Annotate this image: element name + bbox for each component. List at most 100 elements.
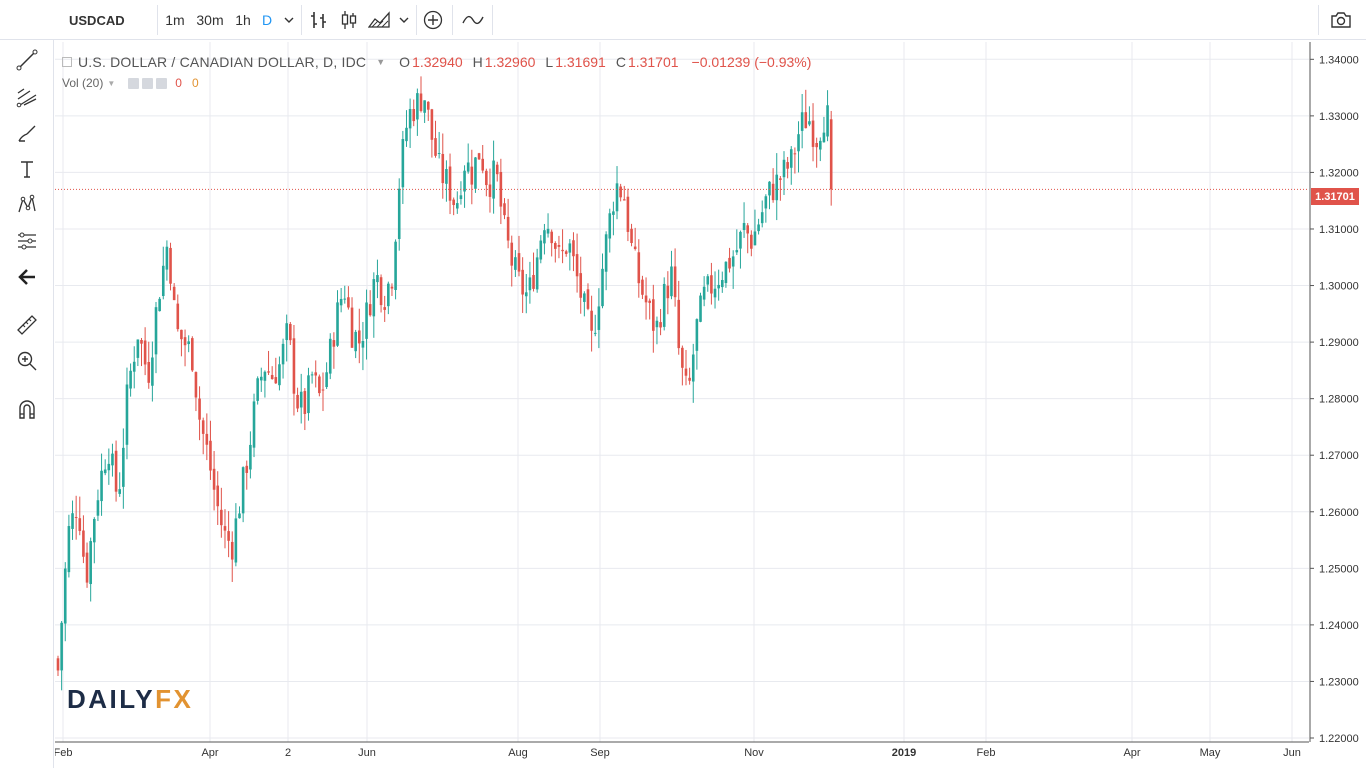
chart-type-dropdown-icon[interactable]: [395, 0, 413, 40]
volume-close-icon[interactable]: [156, 77, 168, 89]
back-arrow-icon[interactable]: [10, 262, 44, 292]
candle-body: [234, 518, 238, 563]
chart-pane[interactable]: 1.34000 1.33000 1.32000 1.31000 1.30000 1.290…: [55, 42, 1366, 768]
y-tick-label: 1.26000: [1319, 507, 1359, 519]
candle-body: [165, 246, 169, 270]
candle-body: [746, 225, 749, 234]
candle-body: [822, 132, 826, 143]
candle-body: [699, 295, 702, 322]
candle-body: [666, 285, 670, 299]
candle-body: [252, 401, 256, 448]
candle-body: [263, 371, 267, 381]
candle-body: [564, 251, 568, 254]
pattern-icon[interactable]: [10, 190, 44, 220]
ruler-icon[interactable]: [10, 310, 44, 340]
candle-body: [445, 169, 448, 184]
candle-body: [259, 376, 263, 381]
candle-body: [757, 224, 760, 232]
candle-body: [143, 340, 147, 365]
candle-body: [702, 286, 706, 300]
candles-icon[interactable]: [336, 0, 362, 40]
drawing-toolbar: [0, 0, 54, 768]
candle-body: [811, 120, 815, 147]
candle-body: [441, 153, 445, 184]
candle-body: [140, 339, 143, 344]
candle-body: [568, 243, 572, 253]
candle-body: [728, 257, 731, 269]
candle-body: [608, 213, 612, 239]
candle-body: [448, 166, 452, 201]
collapse-legend-icon[interactable]: [62, 57, 72, 67]
candle-body: [376, 275, 379, 283]
volume-legend: Vol (20) ▼ 0 0: [62, 76, 199, 90]
candle-body: [191, 338, 194, 371]
y-tick-label: 1.23000: [1319, 676, 1359, 688]
close-label: C: [615, 54, 626, 70]
candle-body: [310, 374, 314, 376]
candle-body: [463, 170, 466, 192]
candle-body: [459, 195, 463, 200]
text-icon[interactable]: [10, 154, 44, 184]
prediction-icon[interactable]: [10, 226, 44, 256]
x-tick-label: Aug: [508, 747, 528, 759]
y-tick-label: 1.31000: [1319, 224, 1359, 236]
candle-body: [633, 246, 637, 250]
candle-body: [735, 250, 739, 253]
candle-body: [238, 513, 241, 519]
candle-body: [212, 468, 216, 490]
candle-body: [804, 112, 808, 129]
candle-body: [517, 253, 521, 272]
change-value: −0.01239 (−0.93%): [691, 54, 812, 70]
zoom-icon[interactable]: [10, 346, 44, 376]
candle-body: [764, 196, 768, 209]
volume-eye-icon[interactable]: [128, 77, 140, 89]
candle-body: [619, 186, 622, 198]
area-chart-icon[interactable]: [365, 0, 393, 40]
symbol-search[interactable]: USDCAD: [69, 12, 125, 28]
candle-body: [583, 293, 586, 302]
dailyfx-logo: DAILYFX: [67, 684, 194, 714]
interval-1h[interactable]: 1h: [235, 12, 251, 28]
candle-body: [292, 338, 296, 394]
compare-icon[interactable]: [458, 0, 488, 40]
candle-body: [750, 234, 753, 249]
open-label: O: [399, 54, 411, 70]
candle-body: [641, 279, 644, 295]
title-dropdown-icon[interactable]: ▼: [376, 57, 386, 67]
separator: [492, 5, 493, 35]
volume-dropdown-icon[interactable]: ▼: [107, 78, 116, 88]
candle-body: [383, 307, 386, 310]
volume-value-2: 0: [191, 76, 199, 90]
candle-body: [401, 139, 405, 188]
separator: [157, 5, 158, 35]
candle-body: [782, 159, 786, 178]
candle-body: [456, 203, 459, 209]
y-tick-label: 1.30000: [1319, 281, 1359, 293]
candle-body: [532, 274, 535, 289]
candle-body: [67, 526, 71, 573]
candle-body: [350, 307, 354, 348]
price-chart[interactable]: 1.34000 1.33000 1.32000 1.31000 1.30000 1.290…: [55, 42, 1366, 768]
interval-d[interactable]: D: [261, 12, 273, 28]
magnet-icon[interactable]: [10, 395, 44, 425]
bar-chart-icon[interactable]: [306, 0, 332, 40]
y-tick-label: 1.28000: [1319, 394, 1359, 406]
candle-body: [147, 361, 151, 383]
interval-dropdown-icon[interactable]: [280, 0, 298, 40]
candle-body: [601, 268, 604, 307]
interval-1m[interactable]: 1m: [165, 12, 185, 28]
candle-body: [739, 231, 742, 249]
candle-body: [194, 372, 198, 398]
trend-line-icon[interactable]: [10, 45, 44, 75]
candle-body: [390, 286, 394, 289]
snapshot-camera-icon[interactable]: [1326, 0, 1356, 40]
fib-icon[interactable]: [10, 82, 44, 112]
candle-body: [354, 331, 357, 352]
candle-body: [408, 108, 412, 129]
candle-body: [201, 420, 205, 434]
interval-30m[interactable]: 30m: [196, 12, 224, 28]
brush-icon[interactable]: [10, 118, 44, 148]
candle-body: [158, 298, 161, 312]
indicators-icon[interactable]: [420, 0, 446, 40]
volume-settings-icon[interactable]: [142, 77, 154, 89]
